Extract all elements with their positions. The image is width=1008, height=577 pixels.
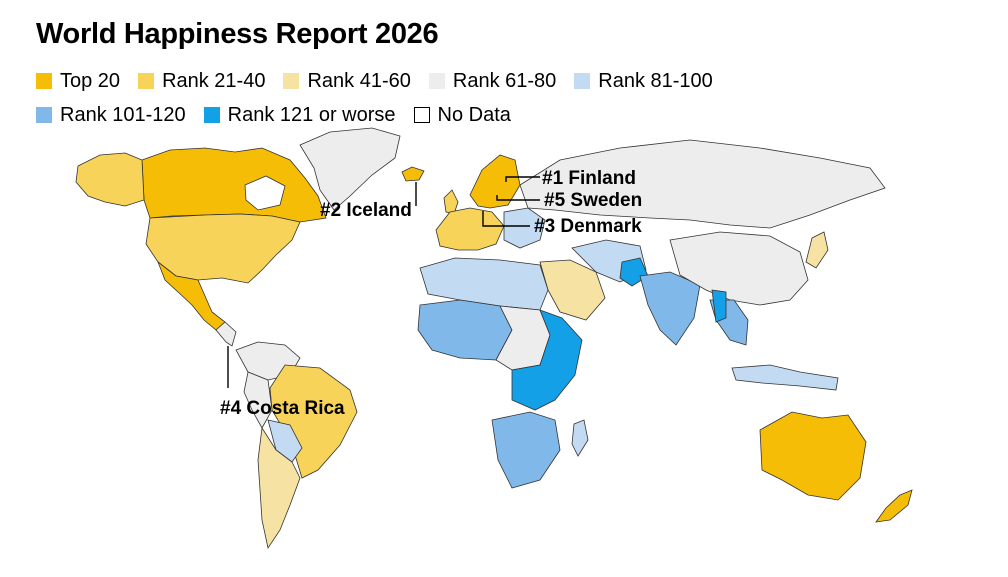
country-australia [759, 411, 867, 501]
legend-swatch [283, 73, 300, 89]
leader-line-denmark [482, 211, 530, 227]
legend-swatch [574, 73, 591, 89]
country-bolivia-paraguay [267, 419, 303, 463]
country-north-africa [419, 257, 549, 311]
hudson-bay [244, 175, 286, 211]
country-japan [805, 231, 829, 269]
country-southern-africa [491, 411, 561, 489]
legend-row-1: Top 20 Rank 21-40 Rank 41-60 Rank 61-80 … [36, 64, 796, 98]
legend-swatch [138, 73, 155, 89]
country-western-europe [435, 207, 505, 251]
country-indonesia [731, 364, 839, 391]
country-greenland [299, 127, 401, 211]
country-uk [443, 189, 459, 215]
country-new-zealand [875, 489, 913, 523]
country-iceland [401, 166, 425, 182]
legend: Top 20 Rank 21-40 Rank 41-60 Rank 61-80 … [36, 64, 796, 132]
callout-sweden: #5 Sweden [544, 190, 642, 211]
callout-denmark: #3 Denmark [534, 216, 642, 237]
legend-swatch [203, 107, 220, 123]
country-west-africa [417, 299, 513, 361]
country-canada [141, 147, 327, 223]
legend-item-rank-121-or-worse: Rank 121 or worse [203, 103, 396, 127]
callout-iceland: #2 Iceland [320, 200, 412, 221]
legend-item-rank-61-80: Rank 61-80 [428, 69, 557, 93]
leader-line-sweden [496, 195, 540, 201]
legend-label: Rank 121 or worse [227, 103, 396, 126]
legend-label: No Data [437, 103, 511, 126]
country-east-africa [511, 309, 583, 411]
legend-label: Rank 101-120 [60, 103, 186, 126]
map-title: World Happiness Report 2026 [36, 18, 439, 50]
callout-costa-rica: #4 Costa Rica [220, 398, 345, 419]
country-alaska-usa [75, 152, 145, 207]
legend-item-rank-21-40: Rank 21-40 [138, 70, 265, 93]
legend-swatch-no-data [413, 107, 430, 123]
country-russia [519, 139, 886, 229]
legend-item-rank-81-100: Rank 81-100 [574, 70, 713, 93]
legend-swatch [36, 73, 52, 89]
legend-row-2: Rank 101-120 Rank 121 or worse No Data [36, 98, 796, 132]
legend-label: Rank 21-40 [162, 69, 266, 92]
legend-item-top-20: Top 20 [36, 70, 120, 93]
country-middle-east [539, 259, 606, 321]
legend-label: Top 20 [60, 69, 121, 92]
legend-item-rank-101-120: Rank 101-120 [36, 104, 186, 127]
legend-label: Rank 81-100 [598, 69, 713, 92]
callout-finland: #1 Finland [542, 168, 636, 189]
country-south-asia [639, 271, 701, 346]
legend-swatch [36, 107, 52, 123]
country-madagascar [571, 419, 589, 457]
country-myanmar [711, 289, 727, 323]
country-china [669, 231, 809, 306]
country-argentina-chile [257, 426, 301, 550]
legend-label: Rank 41-60 [307, 69, 411, 92]
leader-line-finland [505, 176, 540, 182]
legend-item-rank-41-60: Rank 41-60 [283, 69, 411, 93]
legend-item-no-data: No Data [413, 103, 511, 127]
country-central-america [215, 321, 237, 347]
legend-swatch [428, 73, 445, 89]
legend-label: Rank 61-80 [452, 69, 557, 92]
